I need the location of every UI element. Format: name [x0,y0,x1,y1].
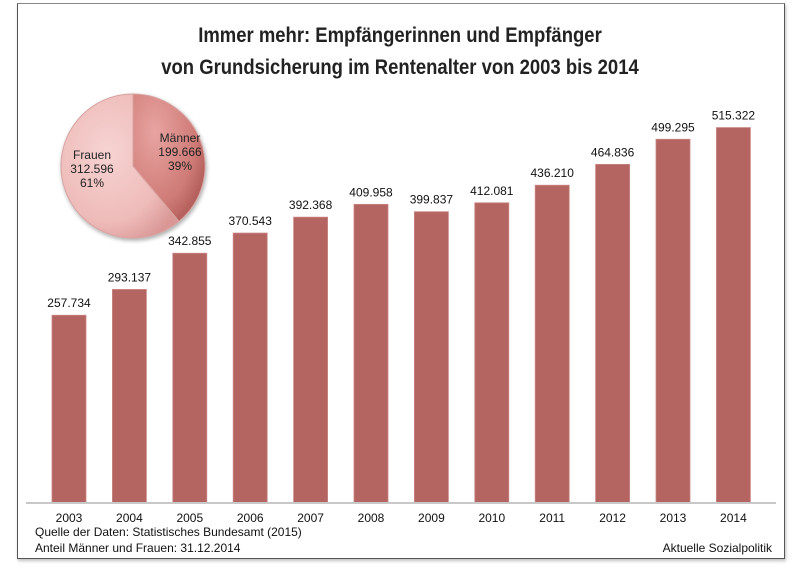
bar-value-label: 342.855 [168,234,212,248]
bar-value-label: 409.958 [349,185,393,199]
date-note: Anteil Männer und Frauen: 31.12.2014 [35,541,241,555]
bar-2004 [112,289,147,504]
pie-label-percent: 61% [80,176,104,190]
bar-value-label: 392.368 [289,198,333,212]
bar-2006 [232,232,268,504]
bar-value-label: 499.295 [651,120,695,134]
x-tick-label: 2007 [297,511,324,525]
bar-2008 [353,203,389,504]
bar-2009 [413,211,449,504]
pie-label-value: 312.596 [70,162,114,176]
bar-value-label: 257.734 [47,296,91,310]
pie-label-percent: 39% [168,159,192,173]
x-tick-label: 2009 [418,511,445,525]
x-tick-label: 2012 [599,511,626,525]
bar-2011 [534,184,570,504]
publisher-credit: Aktuelle Sozialpolitik [662,541,772,555]
bar-value-label: 399.837 [410,193,454,207]
bar-value-label: 293.137 [108,270,152,284]
x-tick-label: 2006 [237,511,264,525]
pie-slice-männer [132,93,206,223]
x-tick-label: 2014 [720,511,747,525]
pie-label-name: Männer [160,131,201,145]
bar-2012 [595,163,630,504]
x-tick-label: 2010 [478,511,505,525]
chart-title: Immer mehr: Empfängerinnen und Empfänger [198,24,602,47]
pie-label-name: Frauen [73,148,111,162]
bar-value-label: 436.210 [531,166,575,180]
source-note: Quelle der Daten: Statistisches Bundesam… [35,525,302,539]
bar-2003 [51,314,87,504]
bar-2005 [172,252,208,504]
bar-2014 [716,127,751,504]
bar-value-label: 370.543 [229,214,273,228]
bar-value-label: 412.081 [470,184,514,198]
x-tick-label: 2005 [176,511,203,525]
bar-value-label: 515.322 [712,109,756,123]
bar-value-label: 464.836 [591,145,635,159]
x-tick-label: 2003 [56,511,83,525]
pie-label-value: 199.666 [158,145,202,159]
x-tick-label: 2004 [116,511,143,525]
x-tick-label: 2008 [358,511,385,525]
x-tick-label: 2011 [539,511,565,525]
chart-subtitle: von Grundsicherung im Rentenalter von 20… [161,56,639,79]
x-tick-label: 2013 [660,511,687,525]
bar-2007 [293,216,329,504]
bar-2013 [655,138,691,504]
bar-2010 [474,202,510,504]
pie-slice-frauen [60,93,180,239]
